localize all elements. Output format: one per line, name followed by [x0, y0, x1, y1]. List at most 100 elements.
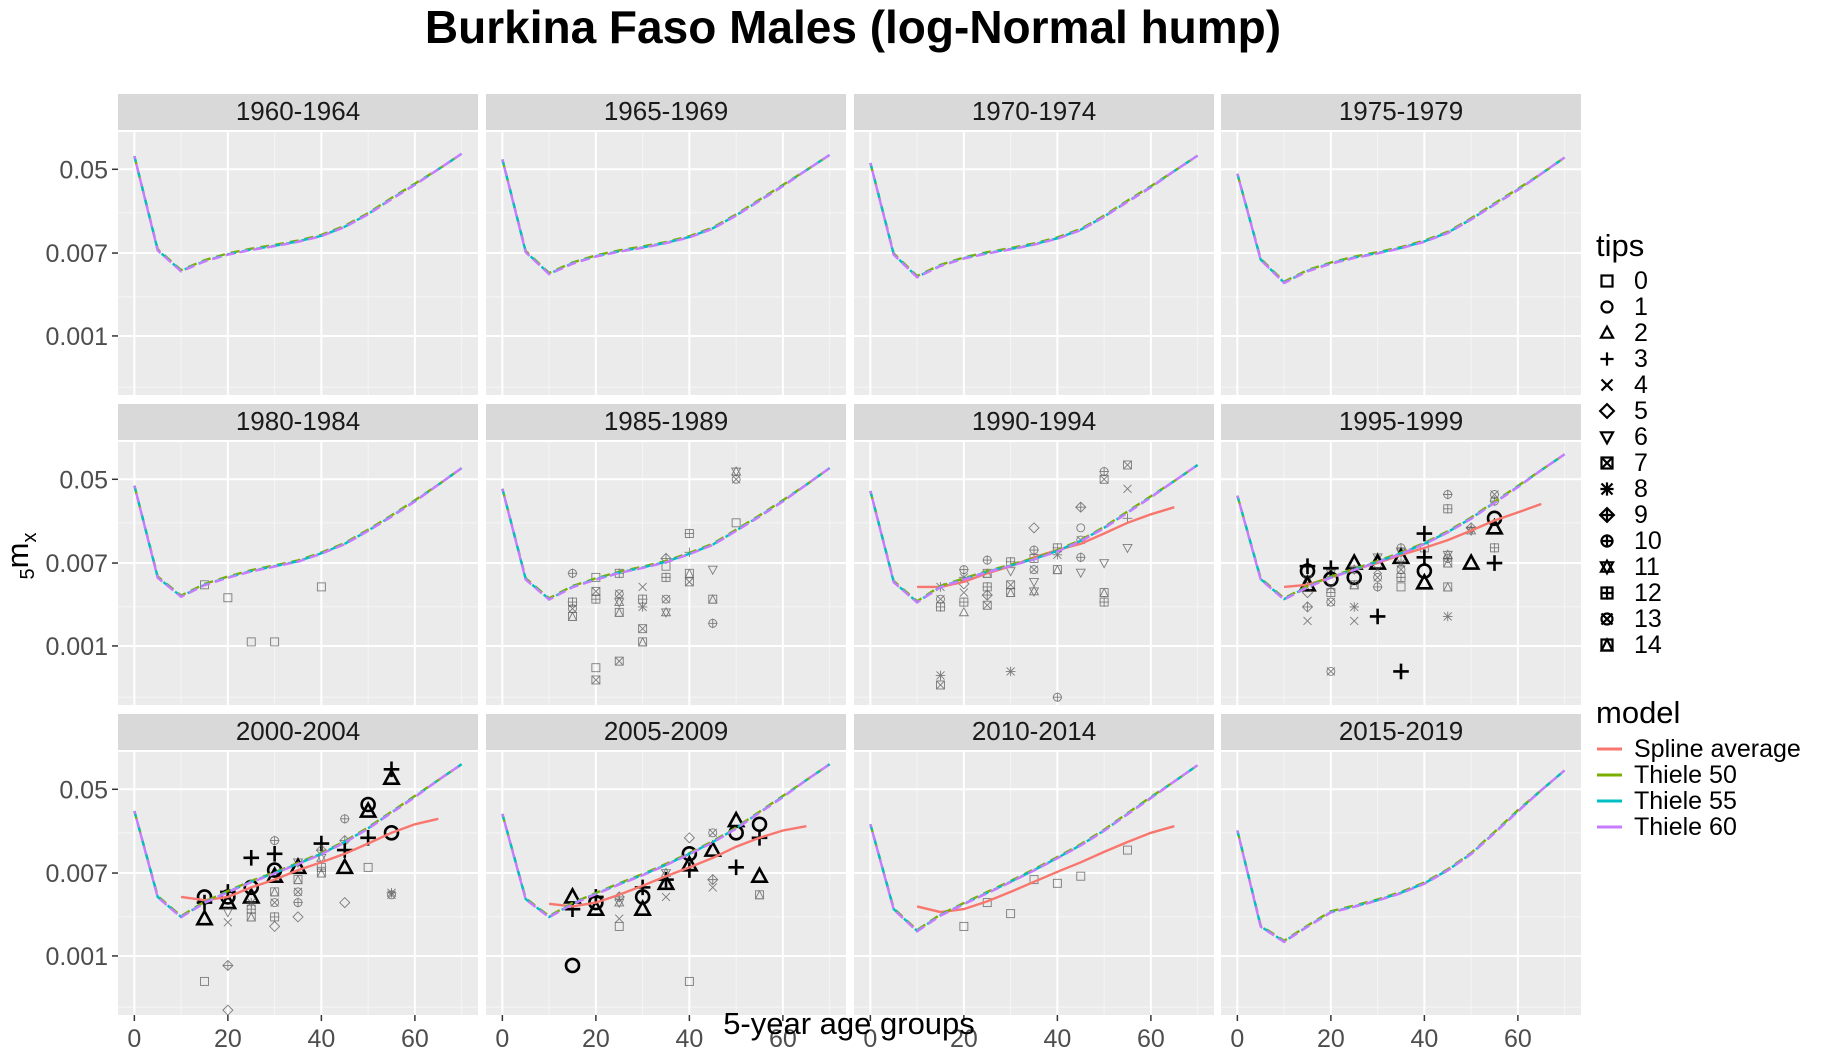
tip-square — [614, 656, 624, 666]
data-point — [591, 675, 601, 685]
tip-inner-triangle — [1599, 637, 1615, 652]
series-line-thiele-50 — [869, 154, 1199, 278]
legend-tip-item: 11 — [1599, 553, 1660, 581]
tip-diamond — [1301, 586, 1314, 599]
tip-plus — [935, 602, 946, 612]
tip-circle — [360, 796, 376, 813]
tip-plus — [1600, 508, 1614, 522]
data-point — [268, 920, 281, 933]
series-line-spline-average — [180, 817, 439, 902]
facet-strip — [118, 404, 478, 440]
tip-square — [591, 675, 601, 685]
facet-panels: 1960-1964 0.05 0.007 0.001 1965-1969 1970-197… — [45, 94, 1581, 1051]
data-point — [293, 874, 303, 885]
legend-tip-label: 8 — [1634, 475, 1648, 503]
tip-cross — [1006, 580, 1015, 590]
data-point — [266, 845, 283, 862]
legend-model-label: Thiele 50 — [1634, 761, 1737, 789]
tip-cross — [1600, 482, 1614, 496]
tip-plus — [684, 528, 695, 539]
tip-diamond — [1301, 601, 1314, 613]
y-tick-label: 0.001 — [45, 943, 108, 971]
facet-strip — [486, 94, 846, 130]
tip-triangle-up — [703, 839, 723, 857]
data-point — [1123, 460, 1132, 470]
legend-tip-item: 12 — [1600, 579, 1662, 607]
data-point — [1442, 504, 1453, 514]
data-point — [243, 850, 260, 866]
tip-plus — [982, 590, 993, 600]
tip-plus — [1442, 489, 1453, 500]
facet-panel: 2010-2014 0 20 40 60 — [854, 714, 1214, 1051]
data-point — [728, 859, 744, 876]
data-point — [1303, 616, 1312, 626]
tip-triangle-up — [633, 898, 652, 916]
plot-background — [118, 442, 478, 705]
data-point — [614, 607, 624, 617]
facet-strip-label: 2015-2019 — [1339, 716, 1463, 746]
tip-triangle-down — [660, 608, 672, 618]
tip-triangle-up — [195, 908, 214, 926]
legend-tip-label: 11 — [1634, 553, 1660, 581]
tip-triangle-up — [335, 857, 355, 875]
x-tick-label: 60 — [769, 1025, 797, 1051]
tip-cross — [1099, 474, 1109, 484]
facet-strip — [854, 94, 1214, 130]
data-point — [661, 892, 671, 902]
data-point — [1005, 567, 1016, 577]
data-point — [383, 825, 400, 841]
data-point — [360, 796, 376, 813]
facet-panel: 1960-1964 0.05 0.007 0.001 — [45, 94, 478, 395]
facet-strip-label: 2010-2014 — [972, 716, 1096, 746]
tip-plus — [1489, 543, 1500, 553]
y-tick-label: 0.007 — [45, 860, 108, 888]
tip-inner-triangle — [293, 874, 303, 885]
data-point — [1099, 587, 1109, 598]
data-point — [1489, 543, 1500, 553]
tip-cross — [591, 675, 601, 685]
tip-cross — [1349, 602, 1359, 612]
data-point — [1075, 501, 1087, 513]
tip-cross — [614, 589, 624, 599]
tip-square — [638, 624, 648, 634]
tip-cross — [1490, 490, 1499, 499]
tip-circle — [681, 845, 698, 862]
tip-circle — [293, 887, 303, 897]
plot-background — [1221, 752, 1581, 1015]
data-point — [1076, 871, 1086, 881]
tip-diamond — [268, 920, 281, 933]
data-point — [1076, 523, 1086, 533]
series-line-thiele-60 — [133, 152, 463, 273]
tip-cross — [685, 577, 694, 587]
tip-inner-triangle — [708, 594, 718, 604]
data-point — [1075, 552, 1086, 563]
data-point — [707, 873, 719, 886]
data-point — [1415, 572, 1434, 590]
tip-cross — [387, 888, 396, 898]
tip-plus — [1486, 555, 1503, 571]
tip-diamond — [339, 896, 351, 909]
data-point — [222, 908, 234, 918]
tip-plus — [1396, 572, 1406, 583]
data-point — [981, 589, 993, 601]
series-line-thiele-60 — [1236, 769, 1566, 944]
x-tick-label: 60 — [401, 1025, 429, 1051]
tip-circle — [1600, 612, 1614, 626]
legend-tip-item: 8 — [1600, 475, 1648, 503]
series-line-thiele-60 — [869, 154, 1199, 279]
legend-model-item: Thiele 55 — [1597, 787, 1737, 815]
tip-cross — [638, 624, 647, 633]
data-point — [1372, 582, 1383, 592]
tip-square — [684, 976, 694, 986]
facet-strip-label: 2000-2004 — [236, 716, 360, 746]
tip-square — [1123, 460, 1132, 470]
tip-cross — [1349, 616, 1359, 626]
facet-strip — [854, 714, 1214, 750]
data-point — [683, 832, 696, 844]
tip-plus — [728, 859, 744, 876]
data-point — [638, 624, 648, 634]
plot-background — [1221, 132, 1581, 395]
tip-cross — [936, 594, 945, 604]
tip-circle — [708, 828, 718, 838]
